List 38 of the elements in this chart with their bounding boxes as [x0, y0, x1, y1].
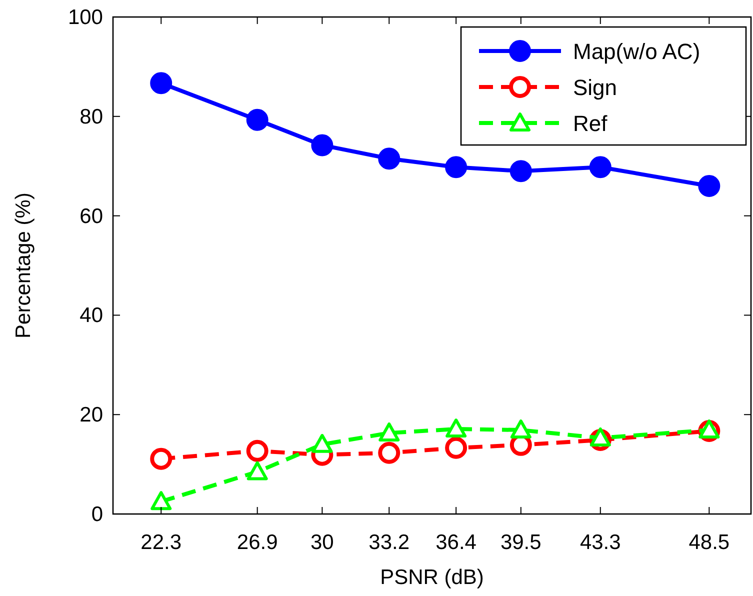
- point: [150, 448, 172, 470]
- legend-label: Sign: [573, 75, 618, 100]
- point: [510, 160, 532, 182]
- y-tick-label: 0: [91, 503, 103, 526]
- point: [378, 442, 400, 464]
- x-tick-label: 22.3: [140, 531, 182, 554]
- x-tick-label: 26.9: [236, 531, 278, 554]
- point: [698, 174, 720, 197]
- y-axis-title: Percentage (%): [12, 192, 35, 338]
- x-axis-title: PSNR (dB): [380, 566, 484, 589]
- point: [445, 156, 468, 178]
- point: [246, 440, 268, 462]
- point: [445, 436, 468, 459]
- point: [378, 422, 400, 442]
- x-tick-label: 48.5: [688, 531, 730, 554]
- legend-label: Map(w/o AC): [573, 39, 700, 64]
- y-tick-label: 100: [68, 6, 103, 29]
- y-tick-label: 20: [80, 404, 103, 427]
- point: [378, 148, 400, 170]
- point: [150, 72, 172, 94]
- point: [150, 491, 172, 510]
- point: [510, 420, 532, 439]
- x-tick-label: 36.4: [436, 531, 477, 554]
- x-tick-label: 43.3: [580, 531, 621, 554]
- point: [311, 134, 334, 156]
- point: [246, 108, 268, 131]
- point: [589, 156, 612, 178]
- point: [446, 418, 467, 438]
- legend-label: Ref: [573, 111, 608, 136]
- x-tick-label: 30: [310, 531, 334, 554]
- point: [246, 461, 268, 480]
- x-tick-label: 33.2: [368, 531, 410, 554]
- x-tick-label: 39.5: [500, 531, 542, 554]
- point: [590, 427, 611, 446]
- point: [312, 434, 333, 453]
- y-tick-label: 60: [80, 204, 103, 228]
- y-tick-label: 80: [80, 105, 103, 128]
- y-tick-label: 40: [80, 304, 103, 328]
